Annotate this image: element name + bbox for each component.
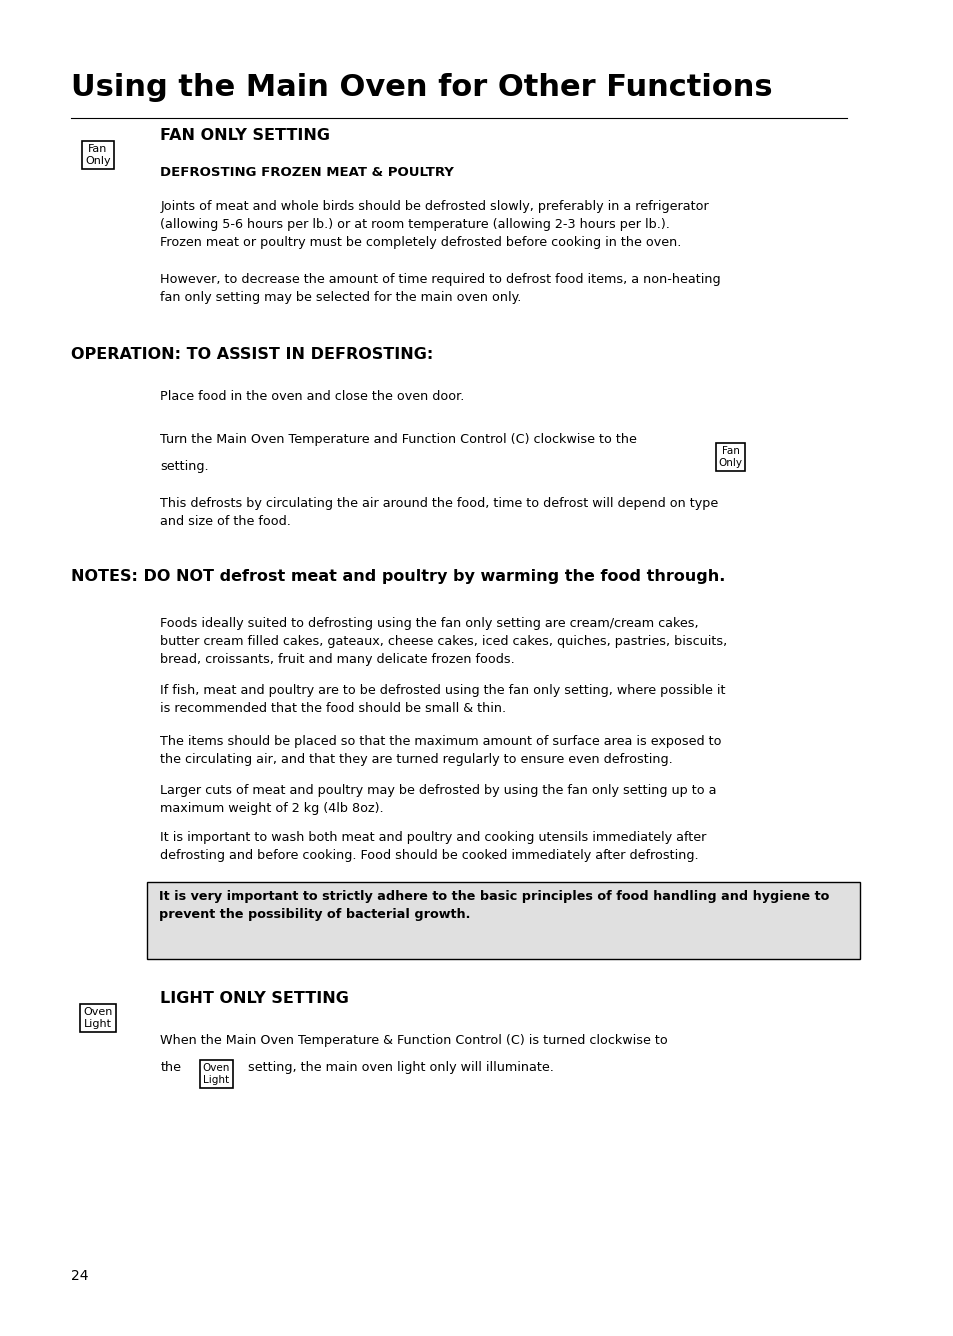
Text: Oven
Light: Oven Light: [202, 1063, 230, 1085]
Text: Fan
Only: Fan Only: [718, 446, 741, 468]
Text: If fish, meat and poultry are to be defrosted using the fan only setting, where : If fish, meat and poultry are to be defr…: [160, 684, 725, 715]
Text: Foods ideally suited to defrosting using the fan only setting are cream/cream ca: Foods ideally suited to defrosting using…: [160, 617, 727, 667]
Text: 24: 24: [71, 1269, 89, 1283]
Text: Using the Main Oven for Other Functions: Using the Main Oven for Other Functions: [71, 73, 772, 103]
Text: FAN ONLY SETTING: FAN ONLY SETTING: [160, 128, 330, 143]
Text: It is important to wash both meat and poultry and cooking utensils immediately a: It is important to wash both meat and po…: [160, 831, 706, 862]
Bar: [147, 882, 860, 959]
Text: setting.: setting.: [160, 460, 209, 473]
Text: The items should be placed so that the maximum amount of surface area is exposed: The items should be placed so that the m…: [160, 735, 721, 766]
Text: Oven
Light: Oven Light: [83, 1007, 112, 1029]
Text: OPERATION: TO ASSIST IN DEFROSTING:: OPERATION: TO ASSIST IN DEFROSTING:: [71, 347, 433, 362]
Text: However, to decrease the amount of time required to defrost food items, a non-he: However, to decrease the amount of time …: [160, 273, 720, 303]
Text: Fan
Only: Fan Only: [85, 144, 111, 166]
Text: When the Main Oven Temperature & Function Control (C) is turned clockwise to: When the Main Oven Temperature & Functio…: [160, 1034, 667, 1047]
Text: This defrosts by circulating the air around the food, time to defrost will depen: This defrosts by circulating the air aro…: [160, 497, 718, 528]
Text: Joints of meat and whole birds should be defrosted slowly, preferably in a refri: Joints of meat and whole birds should be…: [160, 200, 708, 250]
Text: setting, the main oven light only will illuminate.: setting, the main oven light only will i…: [248, 1061, 553, 1074]
Text: It is very important to strictly adhere to the basic principles of food handling: It is very important to strictly adhere …: [158, 890, 828, 921]
Text: the: the: [160, 1061, 181, 1074]
Text: Place food in the oven and close the oven door.: Place food in the oven and close the ove…: [160, 390, 464, 403]
Text: DEFROSTING FROZEN MEAT & POULTRY: DEFROSTING FROZEN MEAT & POULTRY: [160, 166, 454, 179]
Text: LIGHT ONLY SETTING: LIGHT ONLY SETTING: [160, 991, 349, 1006]
Text: NOTES: DO NOT defrost meat and poultry by warming the food through.: NOTES: DO NOT defrost meat and poultry b…: [71, 569, 725, 584]
Text: Larger cuts of meat and poultry may be defrosted by using the fan only setting u: Larger cuts of meat and poultry may be d…: [160, 784, 717, 815]
Text: Turn the Main Oven Temperature and Function Control (C) clockwise to the: Turn the Main Oven Temperature and Funct…: [160, 433, 637, 446]
